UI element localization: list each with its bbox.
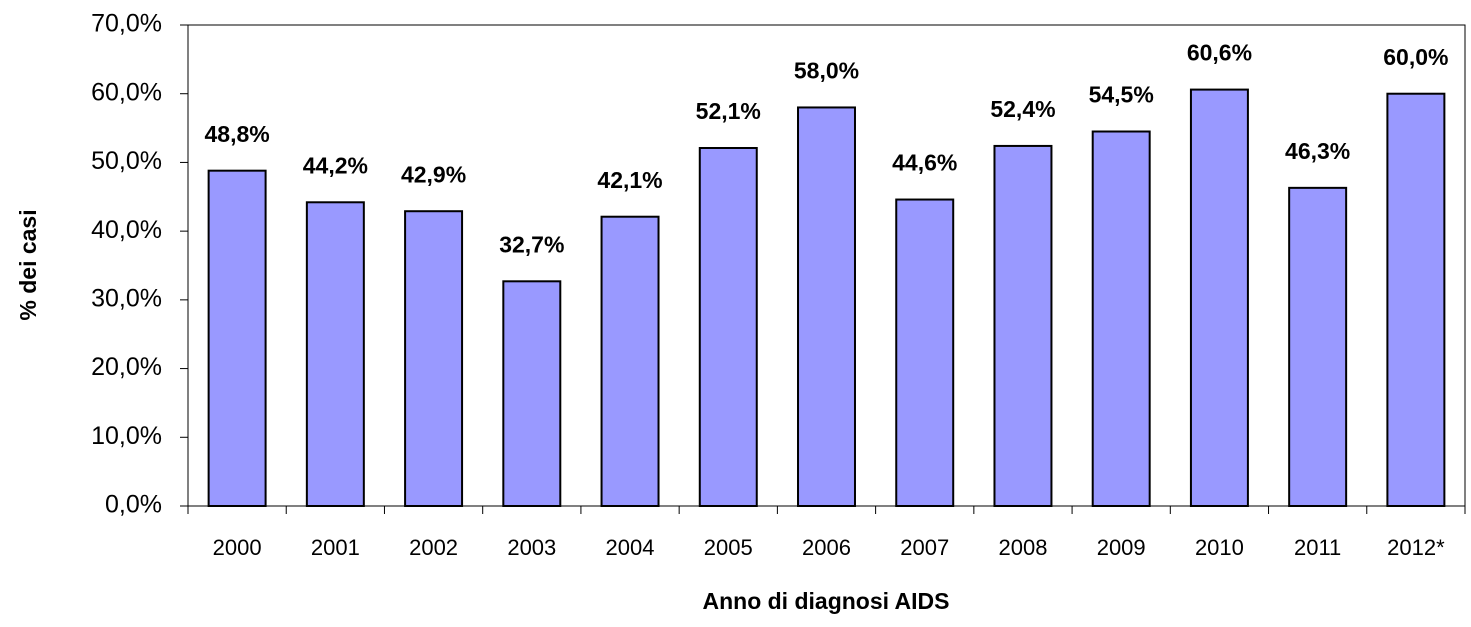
x-tick-label: 2010 [1195,535,1244,560]
data-label: 42,9% [401,161,466,187]
x-axis-title: Anno di diagnosi AIDS [702,588,949,614]
x-tick-label: 2009 [1097,535,1146,560]
y-tick-label: 10,0% [91,422,162,450]
bar [305,201,365,507]
data-label: 54,5% [1089,82,1154,108]
bar [797,106,856,507]
data-label: 52,4% [990,96,1055,122]
x-tick-label: 2012* [1387,535,1445,560]
bar [502,280,562,507]
data-label: 46,3% [1285,138,1350,164]
x-tick-label: 2008 [998,535,1047,560]
data-label: 60,0% [1383,44,1448,70]
data-label: 58,0% [794,58,859,84]
x-tick-label: 2003 [507,535,556,560]
y-tick-label: 70,0% [91,10,162,38]
data-label: 42,1% [597,167,662,193]
y-tick-label: 20,0% [91,353,162,381]
bar [600,215,660,507]
y-tick-label: 0,0% [105,491,162,519]
bar [207,169,267,507]
bar [1091,130,1151,507]
data-label: 52,1% [696,98,761,124]
x-tick-label: 2011 [1294,535,1341,560]
bar [1288,186,1348,508]
y-tick-label: 60,0% [91,78,162,106]
y-tick-label: 30,0% [91,284,162,312]
y-axis-title: % dei casi [15,209,41,320]
bar [404,210,464,507]
x-tick-label: 2007 [900,535,949,560]
bar [1386,92,1446,507]
x-tick-label: 2001 [311,535,360,560]
x-tick-label: 2000 [213,535,262,560]
bar [993,144,1053,508]
x-tick-label: 2006 [802,535,851,560]
x-tick-label: 2002 [409,535,458,560]
y-tick-label: 50,0% [91,147,162,175]
y-tick-label: 40,0% [91,216,162,244]
data-label: 48,8% [205,121,270,147]
bar [895,198,955,508]
data-label: 44,6% [892,150,957,176]
data-label: 60,6% [1187,40,1252,66]
data-label: 44,2% [303,152,368,178]
x-tick-label: 2005 [704,535,753,560]
data-label: 32,7% [499,231,564,257]
bar [698,146,758,507]
bar [1189,88,1249,507]
x-tick-label: 2004 [606,535,655,560]
